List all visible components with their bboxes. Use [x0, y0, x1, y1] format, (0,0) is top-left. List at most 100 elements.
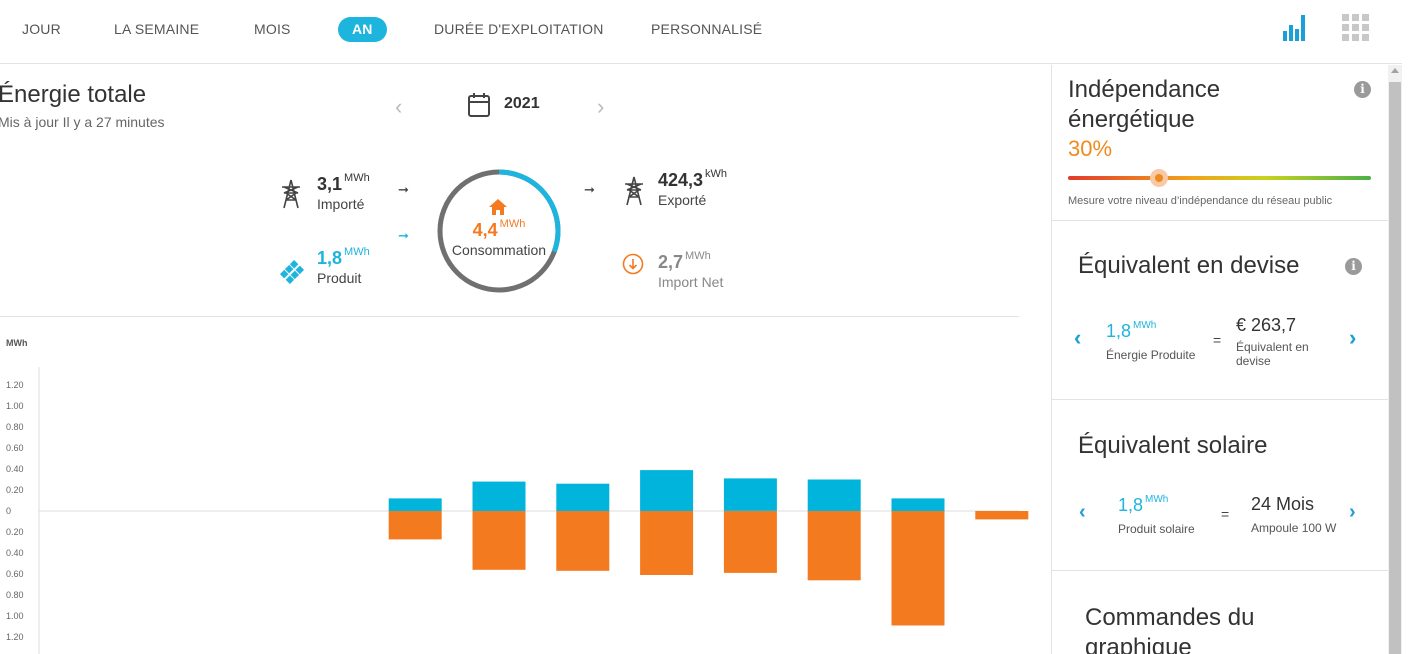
energy-panel: Énergie totale Mis à jour Il y a 27 minu… — [0, 65, 1050, 654]
consumption-unit: MWh — [499, 218, 526, 230]
y-tick-label: 0.20 — [6, 527, 24, 537]
tab-week[interactable]: LA SEMAINE — [114, 21, 200, 37]
produced-bar[interactable] — [723, 478, 777, 511]
solar-months: 24 Mois — [1251, 494, 1315, 514]
consumption-label: Consommation — [451, 242, 547, 258]
net-import-value: 2,7 — [658, 252, 684, 272]
produced-value: 1,8 — [317, 248, 343, 268]
currency-title: Équivalent en devise — [1078, 252, 1300, 279]
chevron-right-icon[interactable]: › — [1349, 501, 1356, 523]
solar-produced-value: 1,8 — [1118, 495, 1144, 515]
y-tick-label: 1.00 — [6, 611, 24, 621]
page-title: Énergie totale — [0, 81, 147, 108]
independence-caption: Mesure votre niveau d’indépendance du ré… — [1068, 195, 1333, 207]
home-icon — [489, 199, 507, 215]
currency-produced-unit: MWh — [1133, 320, 1157, 331]
imported-bar[interactable] — [640, 511, 694, 575]
solar-right-block: 24 Mois Ampoule 100 W — [1251, 494, 1336, 535]
solar-produced-unit: MWh — [1145, 494, 1169, 505]
next-period-button[interactable]: › — [597, 94, 605, 119]
independence-percent: 30% — [1068, 136, 1113, 161]
produced-bar[interactable] — [388, 498, 442, 511]
info-icon[interactable]: i — [1345, 258, 1362, 275]
y-tick-label: 1.20 — [6, 632, 24, 642]
produced-bar[interactable] — [556, 483, 610, 511]
consumption-value: 4,4 — [472, 220, 498, 240]
imported-bar[interactable] — [472, 511, 526, 570]
selected-year: 2021 — [504, 95, 540, 112]
y-tick-label: 1.20 — [6, 380, 24, 390]
produced-bar[interactable] — [891, 498, 945, 511]
equals-sign: = — [1221, 506, 1230, 522]
independence-title: Indépendance énergétique — [1068, 76, 1221, 133]
y-tick-label: 0 — [6, 506, 11, 516]
equals-sign: = — [1213, 332, 1222, 348]
produced-unit: MWh — [344, 246, 370, 258]
grid-icon[interactable] — [1341, 13, 1371, 43]
tab-year[interactable]: AN — [338, 17, 387, 42]
currency-left-block: 1,8 MWh Énergie Produite — [1106, 320, 1196, 362]
y-tick-label: 0.20 — [6, 485, 24, 495]
exported-value: 424,3 — [658, 170, 704, 190]
chart-y-ticks: 1.20 1.00 0.80 0.60 0.40 0.20 0 0.20 0.40 0.60 0.8… — [6, 380, 24, 642]
y-tick-label: 0.40 — [6, 464, 24, 474]
exported-label: Exporté — [658, 192, 707, 208]
bar-chart-icon[interactable] — [1281, 13, 1311, 43]
tab-custom[interactable]: PERSONNALISÉ — [651, 21, 763, 37]
y-tick-label: 1.00 — [6, 401, 24, 411]
imported-unit: MWh — [344, 172, 370, 184]
solar-equivalent-card: Équivalent solaire ‹ 1,8 MWh Produit sola… — [1052, 400, 1388, 571]
independence-gauge-marker — [1149, 169, 1168, 187]
tab-lifetime[interactable]: DURÉE D'EXPLOITATION — [434, 21, 604, 37]
independence-card: Indépendance énergétique i 30% Mesure vo… — [1052, 65, 1388, 221]
produced-energy: 1,8 MWh Produit — [317, 246, 370, 286]
net-import-unit: MWh — [685, 250, 711, 262]
scroll-up-arrow[interactable] — [1391, 68, 1399, 73]
imported-bar[interactable] — [975, 511, 1029, 520]
y-tick-label: 0.80 — [6, 590, 24, 600]
produced-label: Produit — [317, 270, 362, 286]
imported-bar[interactable] — [556, 511, 610, 571]
scrollbar-thumb[interactable] — [1389, 82, 1401, 654]
chevron-right-icon[interactable]: › — [1349, 325, 1357, 350]
export-flow-arrow: ➞ — [584, 182, 595, 197]
imported-bar[interactable] — [891, 511, 945, 626]
solar-left-block: 1,8 MWh Produit solaire — [1118, 494, 1195, 536]
y-tick-label: 0.80 — [6, 422, 24, 432]
currency-right-block: € 263,7 Équivalent en devise — [1236, 315, 1326, 368]
net-import-energy: 2,7 MWh Import Net — [658, 250, 723, 290]
imported-bar[interactable] — [388, 511, 442, 540]
chevron-left-icon[interactable]: ‹ — [1074, 325, 1082, 350]
produce-flow-arrow: ➞ — [398, 228, 409, 243]
info-icon[interactable]: i — [1354, 81, 1371, 98]
currency-amount: € 263,7 — [1236, 315, 1297, 335]
chevron-left-icon[interactable]: ‹ — [1079, 501, 1086, 523]
chart-y-axis-label: MWh — [6, 338, 28, 348]
tab-month[interactable]: MOIS — [254, 21, 291, 37]
produced-bar[interactable] — [807, 479, 861, 512]
imported-value: 3,1 — [317, 174, 343, 194]
import-flow-arrow: ➞ — [398, 182, 409, 197]
produced-bar[interactable] — [472, 481, 526, 511]
consumption-energy: 4,4 MWh Consommation — [436, 218, 562, 258]
solar-bulb-label: Ampoule 100 W — [1251, 521, 1337, 535]
tab-day[interactable]: JOUR — [22, 21, 61, 37]
imported-bar[interactable] — [807, 511, 861, 581]
solar-produced-label: Produit solaire — [1118, 522, 1195, 536]
previous-period-button[interactable]: ‹ — [395, 94, 403, 119]
y-tick-label: 0.60 — [6, 569, 24, 579]
currency-amount-label: Équivalent en devise — [1236, 340, 1309, 368]
imported-bar[interactable] — [723, 511, 777, 573]
exported-energy: 424,3 kWh Exporté — [658, 168, 728, 208]
produced-bar[interactable] — [640, 470, 694, 512]
exported-unit: kWh — [705, 168, 728, 180]
solar-panel-icon — [279, 259, 305, 285]
power-pylon-icon — [282, 179, 300, 209]
top-navigation: JOUR LA SEMAINE MOIS AN DURÉE D'EXPLOITA… — [0, 0, 1402, 64]
imported-energy: 3,1 MWh Importé — [317, 172, 370, 212]
calendar-icon[interactable] — [467, 92, 491, 118]
power-pylon-icon — [625, 176, 643, 206]
y-tick-label: 0.40 — [6, 548, 24, 558]
currency-produced-label: Énergie Produite — [1106, 348, 1196, 362]
energy-bar-chart: MWh 1.20 1.00 0.80 0.60 0.40 0.20 0 0.20 0.40 0.6… — [6, 338, 1029, 654]
